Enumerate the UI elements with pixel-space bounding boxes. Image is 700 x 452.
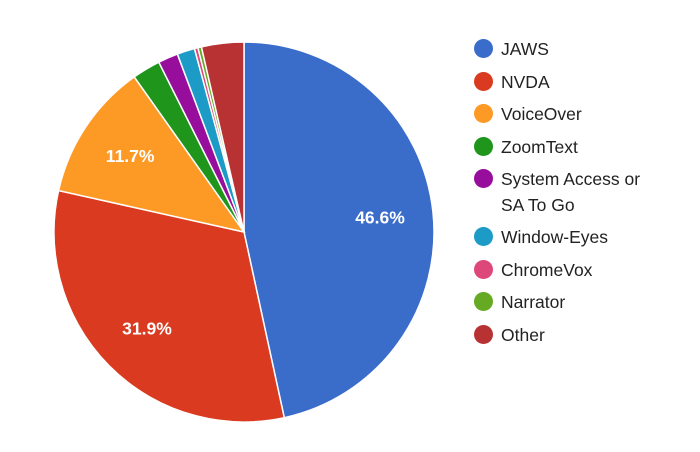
legend-label: ZoomText: [501, 136, 578, 157]
legend: JAWS NVDA VoiceOver ZoomText System Access o…: [474, 36, 661, 354]
legend-label: VoiceOver: [501, 104, 582, 124]
legend-item[interactable]: Other: [474, 322, 661, 355]
legend-item[interactable]: ChromeVox: [474, 257, 661, 290]
pie-chart: 46.6% 31.9% 11.7%: [53, 41, 435, 423]
legend-label: NVDA: [501, 71, 550, 92]
data-label: 46.6%: [355, 207, 405, 227]
legend-swatch: [474, 169, 493, 188]
legend-swatch: [474, 259, 493, 279]
pie-slice-jaws[interactable]: [243, 41, 435, 419]
legend-item[interactable]: JAWS: [474, 36, 661, 69]
legend-swatch: [474, 39, 493, 58]
pie-slice-voiceover[interactable]: [57, 75, 246, 234]
legend-label: Window-Eyes: [501, 227, 608, 247]
pie-slice-nvda[interactable]: [53, 189, 286, 423]
data-label: 31.9%: [122, 318, 172, 338]
legend-item[interactable]: ZoomText: [474, 134, 661, 167]
legend-item[interactable]: System Access or SA To Go: [474, 166, 661, 224]
legend-item[interactable]: VoiceOver: [474, 101, 661, 134]
legend-swatch: [474, 71, 493, 91]
legend-item[interactable]: Window-Eyes: [474, 224, 661, 257]
legend-swatch: [474, 136, 493, 156]
legend-swatch: [474, 104, 493, 123]
legend-item[interactable]: NVDA: [474, 69, 661, 102]
legend-swatch: [474, 227, 493, 246]
data-label: 11.7%: [106, 146, 155, 166]
legend-label: Other: [501, 324, 545, 345]
legend-label: System Access or SA To Go: [501, 169, 641, 215]
legend-item[interactable]: Narrator: [474, 289, 661, 322]
legend-swatch: [474, 324, 493, 344]
legend-label: ChromeVox: [501, 259, 593, 280]
legend-label: Narrator: [501, 292, 566, 312]
legend-swatch: [474, 292, 493, 311]
legend-label: JAWS: [501, 39, 549, 59]
pie-slice-other[interactable]: [200, 41, 245, 233]
